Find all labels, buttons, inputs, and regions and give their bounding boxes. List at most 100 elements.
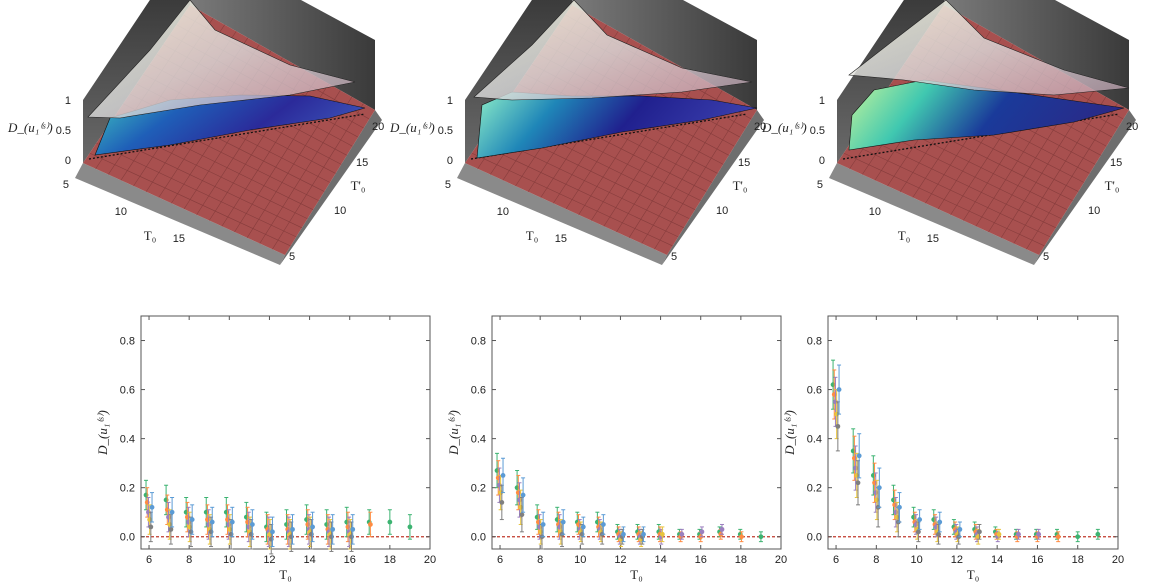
- plot-frame: [140, 315, 431, 550]
- x-tick-label: 5: [63, 179, 69, 191]
- floor-gridline: [272, 103, 364, 250]
- floor-gridline: [1013, 96, 1107, 244]
- scatter-plot-1: 6 8 10 12 14 16 18 20 0.0 0.2 0.4 0.6 0.8 T₀ D_(u₁⁽ˢ⁾): [95, 315, 436, 582]
- y-tick-label: 0.2: [120, 483, 135, 495]
- floor-gridline: [654, 103, 746, 250]
- x-tick-label: 8: [186, 554, 192, 566]
- diagonal-dotted-line: [88, 113, 366, 160]
- diagonal-dotted-line: [470, 113, 748, 160]
- x-tick-label: 14: [654, 554, 666, 566]
- x-axis-label: T₀: [526, 228, 538, 243]
- y-axis-label: D_(u₁⁽ˢ⁾): [782, 410, 797, 456]
- data-point: [679, 531, 685, 537]
- floor-edge-front: [457, 163, 667, 265]
- x-tick-label: 12: [951, 554, 963, 566]
- y-tick-label: 15: [356, 157, 368, 169]
- data-point: [500, 473, 506, 478]
- data-point: [659, 531, 665, 537]
- y-tick-label: 0.8: [120, 336, 135, 348]
- data-point: [977, 529, 982, 535]
- data-point: [699, 529, 705, 535]
- z-tick-label: 0.5: [438, 125, 453, 137]
- data-point: [758, 534, 764, 540]
- floor-gridline: [259, 96, 353, 244]
- data-point: [856, 453, 862, 459]
- x-tick-label: 5: [445, 179, 451, 191]
- x-tick-label: 8: [537, 554, 543, 566]
- z-tick-label: 0: [819, 155, 825, 167]
- y-axis-label: T'₀: [733, 178, 748, 193]
- z-tick-label: 0.5: [810, 125, 825, 137]
- data-point: [1055, 534, 1061, 540]
- data-point: [996, 531, 1002, 537]
- x-axis-label: T₀: [279, 567, 291, 582]
- x-tick-label: 20: [775, 554, 787, 566]
- y-tick-label: 0.4: [471, 434, 486, 446]
- y-axis-label: D_(u₁⁽ˢ⁾): [446, 410, 461, 456]
- y-tick-label: 15: [738, 157, 750, 169]
- scatter-plot-3: 6 8 10 12 14 16 18 20 0.0 0.2 0.4 0.6 0.8 T₀ D_(u₁⁽ˢ⁾): [782, 315, 1124, 582]
- data-point: [1095, 531, 1101, 537]
- data-point: [917, 517, 923, 522]
- x-tick-label: 14: [991, 554, 1003, 566]
- data-point: [957, 526, 963, 532]
- data-point: [936, 531, 941, 537]
- x-tick-label: 10: [910, 554, 922, 566]
- z-axis-label: D_(u₁⁽ˢ⁾): [7, 120, 53, 135]
- y-tick-label: 0.0: [120, 532, 135, 544]
- x-tick-label: 10: [497, 206, 509, 218]
- data-point: [855, 480, 861, 486]
- y-tick-label: 0.2: [807, 483, 822, 495]
- y-tick-label: 10: [1088, 205, 1100, 217]
- data-point: [189, 517, 195, 522]
- y-tick-label: 0.6: [120, 385, 135, 397]
- z-tick-label: 0.5: [56, 125, 71, 137]
- floor-edge-front: [829, 163, 1039, 265]
- z-tick-label: 1: [65, 95, 71, 107]
- z-axis-label: D_(u₁⁽ˢ⁾): [761, 120, 807, 135]
- data-point: [310, 524, 315, 530]
- y-tick-label: 10: [716, 205, 728, 217]
- x-axis-label: T₀: [967, 567, 979, 582]
- data-point: [499, 500, 505, 505]
- z-tick-label: 0: [447, 155, 453, 167]
- data-point: [148, 524, 154, 530]
- x-tick-label: 10: [869, 206, 881, 218]
- data-point: [407, 524, 413, 530]
- y-tick-label: 10: [334, 205, 346, 217]
- y-tick-label: 20: [1126, 121, 1138, 133]
- data-point: [835, 423, 841, 429]
- y-tick-label: 20: [754, 121, 766, 133]
- data-point: [739, 534, 744, 540]
- data-point: [641, 531, 646, 537]
- x-tick-label: 12: [263, 554, 275, 566]
- floor-gridline: [962, 70, 1060, 221]
- x-tick-label: 15: [927, 233, 939, 245]
- floor-edge-right: [1034, 110, 1136, 265]
- data-point: [387, 519, 393, 525]
- plot-frame: [827, 315, 1119, 550]
- y-axis-label: T'₀: [351, 178, 366, 193]
- x-tick-label: 10: [223, 554, 235, 566]
- x-tick-label: 8: [873, 554, 879, 566]
- data-point: [916, 529, 921, 535]
- x-tick-label: 18: [384, 554, 396, 566]
- x-tick-label: 16: [344, 554, 356, 566]
- data-point: [519, 512, 525, 518]
- upper-surface: [473, 0, 753, 101]
- y-tick-label: 0.6: [807, 385, 822, 397]
- z-tick-label: 0: [65, 155, 71, 167]
- y-tick-label: 5: [671, 251, 677, 263]
- floor-gridline: [641, 96, 735, 244]
- y-tick-label: 20: [372, 121, 384, 133]
- y-tick-label: 0.2: [471, 483, 486, 495]
- upper-surface: [848, 0, 1130, 96]
- upper-surface: [87, 0, 356, 119]
- data-point: [1075, 534, 1081, 540]
- floor-gridline: [1026, 103, 1118, 250]
- x-tick-label: 20: [1112, 554, 1124, 566]
- y-tick-label: 5: [1043, 251, 1049, 263]
- data-point: [1016, 531, 1021, 537]
- plot-frame: [491, 315, 782, 550]
- data-point: [350, 526, 356, 532]
